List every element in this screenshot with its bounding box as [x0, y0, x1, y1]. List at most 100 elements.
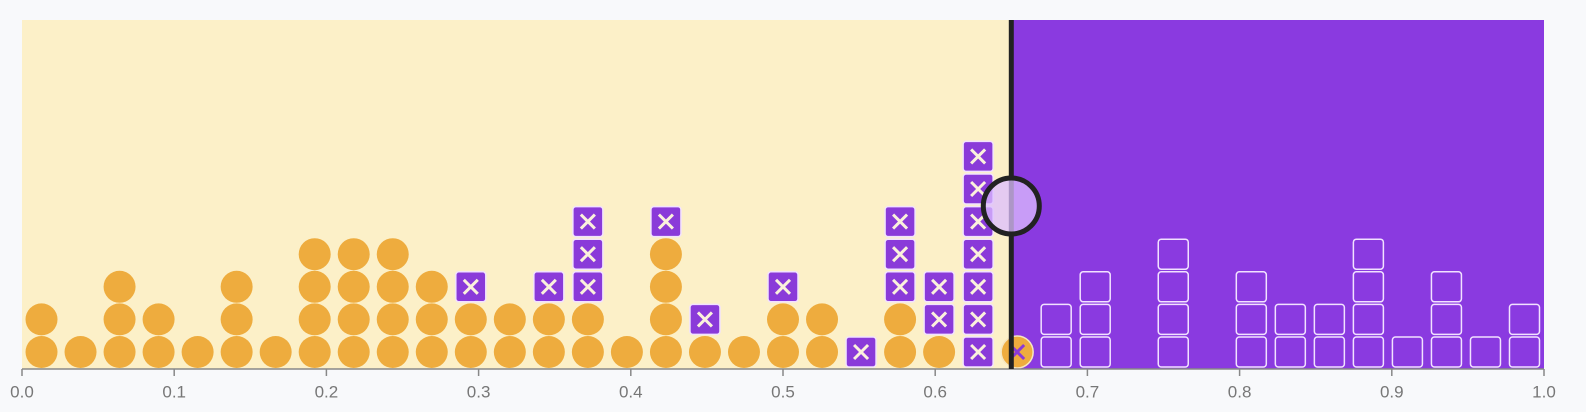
- square-cross: [892, 213, 909, 230]
- circle-item: [376, 270, 409, 303]
- square-item: [1079, 271, 1111, 303]
- circle-item: [493, 336, 526, 368]
- square-item: [1352, 271, 1385, 303]
- square-item: [1508, 303, 1541, 336]
- x-tick-label: 0.2: [315, 382, 339, 401]
- square-item: [1157, 303, 1190, 336]
- circle-item: [103, 336, 136, 368]
- circle-item: [142, 303, 175, 336]
- square-item: [1352, 336, 1385, 368]
- square-item: [1157, 271, 1190, 303]
- square-cross: [579, 278, 596, 295]
- circle-item: [298, 270, 331, 303]
- circle-item: [220, 336, 253, 368]
- x-tick-label: 0.4: [619, 382, 643, 401]
- x-tick-label: 0.8: [1228, 382, 1252, 401]
- square-item: [1040, 336, 1072, 368]
- circle-item: [610, 336, 643, 368]
- square-cross: [970, 246, 987, 263]
- square-cross: [931, 278, 948, 295]
- above-region: [1011, 20, 1544, 369]
- square-item: [1391, 336, 1424, 368]
- circle-item: [571, 336, 604, 368]
- square-item: [1040, 303, 1072, 336]
- circle-item: [571, 303, 604, 336]
- circle-item: [493, 303, 526, 336]
- square-cross: [579, 213, 596, 230]
- circle-item: [337, 270, 370, 303]
- x-tick-label: 1.0: [1532, 382, 1556, 401]
- square-cross: [970, 278, 987, 295]
- square-item: [1157, 336, 1190, 368]
- circle-item: [181, 336, 214, 368]
- circle-item: [532, 303, 565, 336]
- square-cross: [970, 311, 987, 328]
- square-cross: [540, 278, 557, 295]
- circle-item: [767, 303, 799, 336]
- square-item: [1235, 271, 1268, 303]
- square-cross: [579, 246, 596, 263]
- circle-item: [298, 303, 331, 336]
- x-tick-label: 0.1: [162, 382, 186, 401]
- circle-item: [532, 336, 565, 368]
- x-tick-label: 0.3: [467, 382, 491, 401]
- square-item: [1079, 336, 1111, 368]
- circle-item: [220, 270, 253, 303]
- x-tick-label: 0.0: [10, 382, 34, 401]
- circle-item: [298, 238, 331, 271]
- x-tick-label: 0.5: [771, 382, 795, 401]
- circle-item: [298, 336, 331, 368]
- square-cross: [657, 213, 674, 230]
- square-item: [1508, 336, 1541, 368]
- circle-item: [923, 336, 956, 368]
- circle-item: [727, 336, 760, 368]
- square-item: [1235, 336, 1268, 368]
- circle-item: [337, 336, 370, 368]
- square-item: [1313, 336, 1346, 368]
- circle-item: [103, 303, 136, 336]
- circle-item: [337, 238, 370, 271]
- circle-item: [376, 336, 409, 368]
- x-tick-label: 0.7: [1076, 382, 1100, 401]
- square-item: [1469, 336, 1502, 368]
- circle-item: [103, 270, 136, 303]
- square-item: [1352, 238, 1385, 270]
- circle-item: [376, 238, 409, 271]
- circle-item: [806, 336, 839, 368]
- circle-item: [25, 336, 58, 368]
- square-cross: [970, 148, 987, 165]
- square-cross: [970, 343, 987, 361]
- circle-item: [337, 303, 370, 336]
- circle-item: [415, 270, 448, 303]
- square-cross: [970, 180, 987, 198]
- square-cross: [970, 213, 987, 230]
- circle-item: [649, 238, 682, 271]
- square-item: [1430, 271, 1463, 303]
- circle-item: [767, 336, 799, 368]
- threshold-handle[interactable]: [980, 175, 1042, 237]
- square-cross: [931, 311, 948, 328]
- square-item: [1157, 238, 1190, 270]
- circle-item: [884, 303, 917, 336]
- circle-item: [142, 336, 175, 368]
- square-cross: [892, 278, 909, 295]
- square-item: [1430, 336, 1463, 368]
- x-tick-label: 0.9: [1380, 382, 1404, 401]
- square-cross: [774, 278, 792, 295]
- circle-item: [454, 303, 487, 336]
- square-item: [1313, 303, 1346, 336]
- circle-item: [649, 336, 682, 368]
- square-item: [1274, 303, 1307, 336]
- circle-item: [415, 303, 448, 336]
- square-item: [1079, 303, 1111, 336]
- circle-item: [220, 303, 253, 336]
- square-item: [1430, 303, 1463, 336]
- circle-item: [806, 303, 839, 336]
- circle-item: [454, 336, 487, 368]
- circle-item: [884, 336, 917, 368]
- x-tick-label: 0.6: [923, 382, 947, 401]
- square-item: [1235, 303, 1268, 336]
- square-cross: [852, 343, 870, 361]
- circle-item: [415, 336, 448, 368]
